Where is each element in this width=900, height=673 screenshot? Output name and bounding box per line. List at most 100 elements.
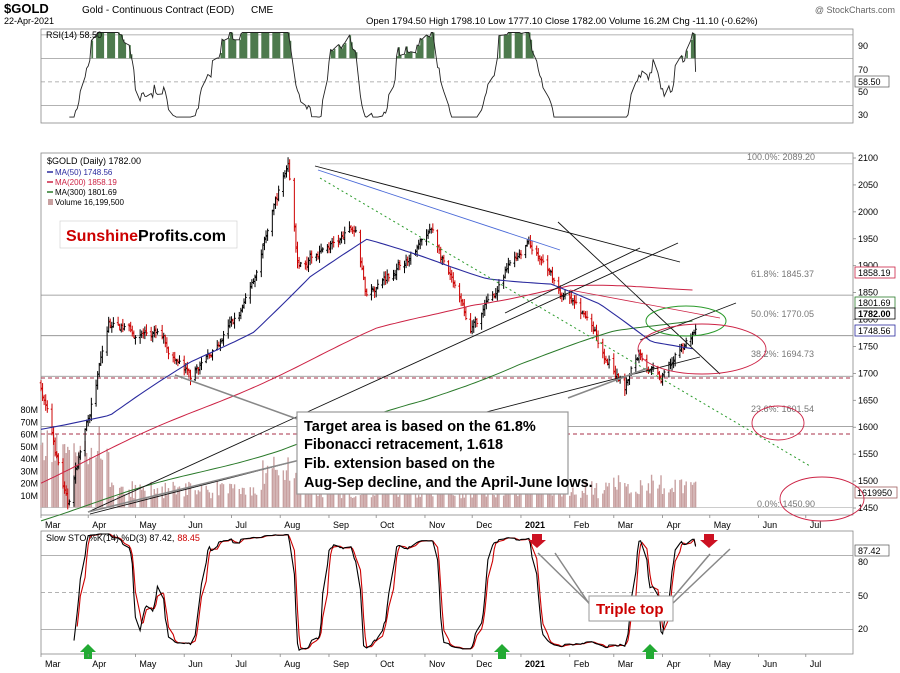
target-ellipse-red-low — [637, 323, 767, 375]
price-tick-label: 1600 — [858, 422, 878, 432]
brand-logo: SunshineProfits.com — [66, 228, 226, 245]
long-support-trend-line — [87, 242, 679, 513]
volume-tick-label: 40M — [20, 454, 38, 464]
target-ellipse-red-bottom — [779, 476, 865, 522]
green-up-arrow-icon — [642, 644, 658, 659]
x-tick-label: Jun — [763, 659, 778, 669]
x-tick-label: Feb — [574, 520, 590, 530]
ma50-tag-box — [854, 324, 896, 337]
x-tick-label: 2021 — [525, 659, 545, 669]
x-tick-label: Jul — [810, 520, 822, 530]
short-rising-line — [639, 302, 737, 341]
x-tick-label: Mar — [45, 659, 61, 669]
rsi-label: RSI(14) 58.50 — [46, 30, 102, 40]
sto-label: Slow STO %K(14) %D(3) 87.42, 88.45 — [46, 533, 200, 543]
triple-top-annotation: Triple top — [537, 548, 731, 622]
volume-tick-label: 60M — [20, 430, 38, 440]
legend-volume: Volume 16,199,500 — [55, 198, 124, 207]
red-down-arrow-icon — [528, 534, 546, 548]
price-tick-label: 1800 — [858, 315, 878, 325]
sto-k-line — [73, 533, 697, 651]
volume-tick-label: 70M — [20, 417, 38, 427]
rsi-tick-30: 30 — [858, 110, 868, 120]
x-tick-label: Apr — [92, 520, 106, 530]
target-ellipse-green — [645, 305, 727, 337]
annotation-text: Target area is based on the 61.8% Fibona… — [304, 419, 593, 491]
sto-tick-80: 80 — [858, 557, 868, 567]
volume-tag: 1619950 — [857, 488, 892, 498]
volume-tick-label: 80M — [20, 405, 38, 415]
x-tick-label: Nov — [429, 659, 446, 669]
rsi-value-tag: 58.50 — [858, 77, 881, 87]
x-tick-label: Jun — [188, 520, 203, 530]
x-tick-label: Mar — [45, 520, 61, 530]
volume-tag-box — [854, 486, 898, 499]
price-tag: 1782.00 — [858, 309, 891, 319]
volume-tick-label: 50M — [20, 442, 38, 452]
price-tag-box — [854, 307, 896, 320]
quote-line: Open 1794.50 High 1798.10 Low 1777.10 Cl… — [366, 16, 758, 27]
x-tick-label: Feb — [574, 659, 590, 669]
fib-label-0: 0.0%: 1450.90 — [757, 499, 815, 509]
sto-x-axis: Mar Apr May Jun Jul Aug Sep Oct Nov Dec 2021 Feb Mar… — [40, 654, 822, 669]
red-down-arrow-icon — [700, 534, 718, 548]
exchange-label: CME — [251, 5, 274, 16]
green-up-arrow-icon — [80, 644, 96, 659]
symbol: $GOLD — [4, 1, 49, 16]
ma50-line — [40, 238, 693, 430]
fib-label-236: 23.6%: 1601.54 — [751, 404, 814, 414]
volume-tick-label: 30M — [20, 466, 38, 476]
x-tick-label: Jul — [810, 659, 822, 669]
x-tick-label: Apr — [667, 520, 681, 530]
x-tick-label: Aug — [284, 659, 300, 669]
price-tick-label: 2050 — [858, 180, 878, 190]
price-tick-label: 1950 — [858, 234, 878, 244]
legend-ma50: MA(50) 1748.56 — [55, 168, 113, 177]
x-tick-label: Sep — [333, 520, 349, 530]
x-tick-label: Dec — [476, 659, 493, 669]
x-tick-label: May — [714, 520, 732, 530]
rsi-value-tag-box — [854, 75, 890, 88]
ma50-tag: 1748.56 — [858, 326, 891, 336]
sto-value-tag: 87.42 — [858, 546, 881, 556]
price-tick-label: 1850 — [858, 288, 878, 298]
price-tick-label: 1500 — [858, 476, 878, 486]
dec-trend-line — [504, 247, 641, 314]
target-annotation: Target area is based on the 61.8% Fibona… — [87, 367, 649, 513]
x-tick-label: Mar — [618, 659, 634, 669]
legend-ma200: MA(200) 1858.19 — [55, 178, 117, 187]
price-tick-label: 1550 — [858, 449, 878, 459]
legend-volume-swatch — [48, 199, 53, 205]
x-tick-label: Oct — [380, 659, 395, 669]
symbol-description: Gold - Continuous Contract (EOD) — [82, 5, 234, 16]
x-tick-label: Nov — [429, 520, 446, 530]
ma200-line — [40, 284, 693, 484]
x-tick-label: Jul — [235, 520, 247, 530]
price-tick-label: 2100 — [858, 153, 878, 163]
price-x-axis: Mar Apr May Jun Jul Aug Sep Oct Nov Dec 2021 Feb Mar… — [40, 515, 822, 530]
rsi-line — [69, 32, 697, 118]
ma300-tag: 1801.69 — [858, 298, 891, 308]
sto-value-tag-box — [854, 544, 890, 557]
x-tick-label: Jun — [188, 659, 203, 669]
rsi-overbought-area — [91, 32, 696, 59]
fib-label-618: 61.8%: 1845.37 — [751, 269, 814, 279]
x-tick-label: Aug — [284, 520, 300, 530]
fib-label-50: 50.0%: 1770.05 — [751, 309, 814, 319]
watermark: @ StockCharts.com — [815, 5, 895, 15]
price-tick-label: 1750 — [858, 341, 878, 351]
x-tick-label: Oct — [380, 520, 395, 530]
ma200-tag: 1858.19 — [858, 268, 891, 278]
x-tick-label: Mar — [618, 520, 634, 530]
price-tick-label: 1650 — [858, 395, 878, 405]
rsi-tick-50: 50 — [858, 87, 868, 97]
target-ellipse-red-fib — [751, 405, 805, 441]
x-tick-label: Jul — [235, 659, 247, 669]
brand-box — [59, 220, 238, 249]
x-tick-label: 2021 — [525, 520, 545, 530]
legend-ma300: MA(300) 1801.69 — [55, 188, 117, 197]
sto-tick-50: 50 — [858, 591, 868, 601]
x-tick-label: Apr — [667, 659, 681, 669]
triple-top-label: Triple top — [596, 601, 664, 618]
resistance-trend-line — [314, 165, 681, 263]
